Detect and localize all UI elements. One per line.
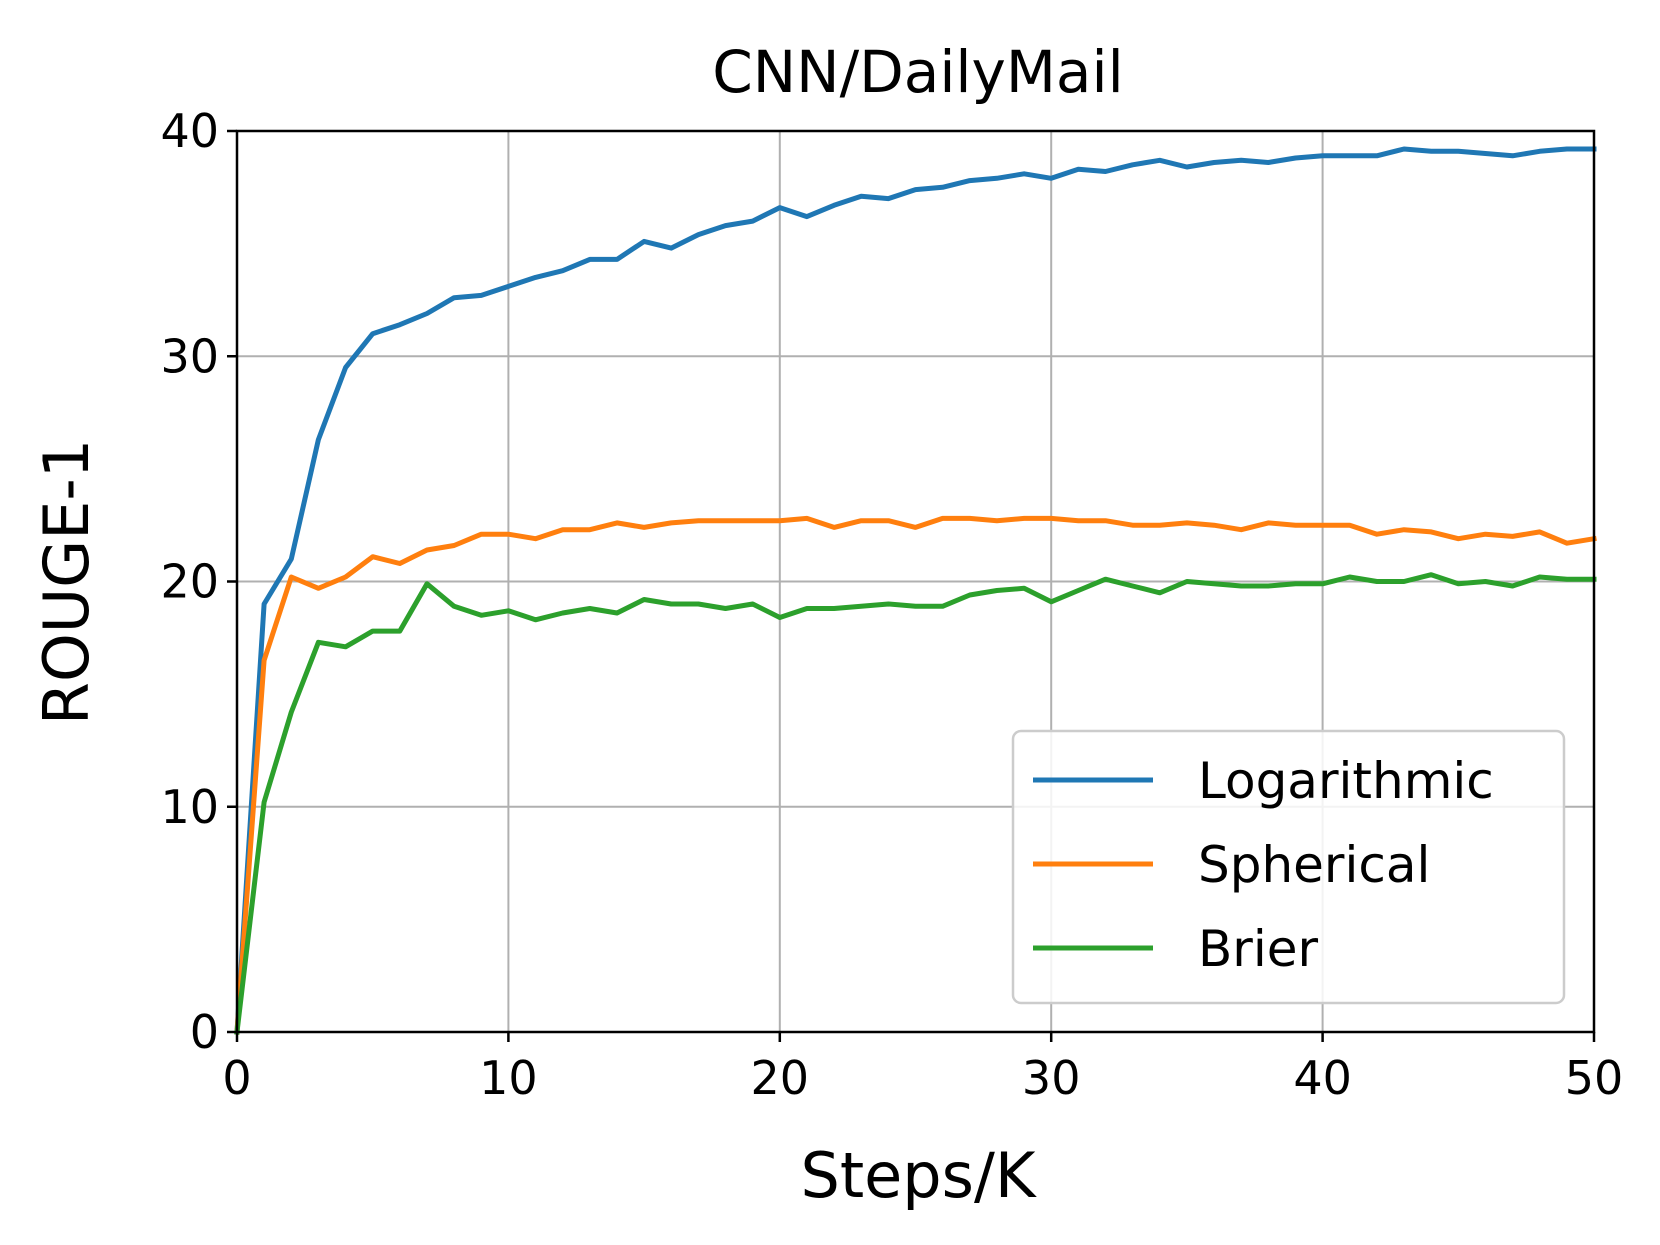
x-tick-label: 0 [222, 1051, 251, 1105]
y-tick-label: 0 [190, 1005, 219, 1059]
x-tick-label: 10 [479, 1051, 538, 1105]
legend-label-brier: Brier [1198, 920, 1319, 978]
y-tick-label: 10 [160, 780, 219, 834]
chart-title: CNN/DailyMail [712, 38, 1123, 106]
y-tick-label: 20 [160, 555, 219, 609]
x-tick-label: 40 [1293, 1051, 1352, 1105]
legend-box [1011, 729, 1566, 1005]
y-axis-title: ROUGE-1 [30, 439, 103, 725]
x-tick-label: 30 [1022, 1051, 1081, 1105]
series-layer [234, 146, 1597, 1035]
legend-label-logarithmic: Logarithmic [1198, 752, 1494, 810]
legend-label-spherical: Spherical [1198, 836, 1430, 894]
series-line-spherical [234, 515, 1597, 1035]
y-tick-label: 40 [160, 104, 219, 158]
x-tick-label: 20 [751, 1051, 810, 1105]
legend: Logarithmic Spherical Brier [1011, 729, 1566, 1005]
x-axis-title: Steps/K [800, 1139, 1036, 1212]
axis-ticks: 0 10 20 30 40 50 0 10 20 30 40 [160, 104, 1623, 1105]
y-tick-label: 30 [160, 329, 219, 383]
series-line-logarithmic [234, 146, 1597, 1035]
x-tick-label: 50 [1565, 1051, 1624, 1105]
series-line-brier [234, 572, 1597, 1035]
